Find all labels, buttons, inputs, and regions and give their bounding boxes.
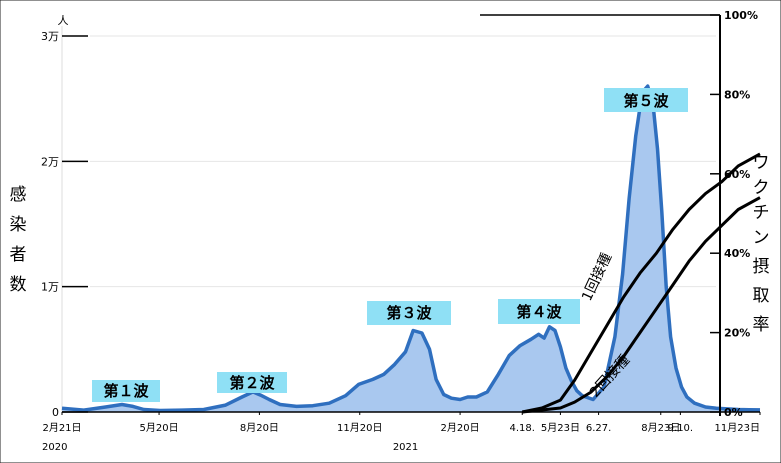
right-axis-label-char-1: ク [753, 178, 770, 198]
x-tick-label-9: 9.10. [668, 423, 693, 434]
vaccine-line-1 [522, 196, 761, 414]
wave-label-2-text: 第２波 [229, 374, 275, 392]
year-label-0: 2020 [42, 442, 67, 453]
left-axis-label-char-0: 感 [10, 185, 27, 205]
right-axis-label-char-0: ワ [753, 153, 770, 173]
right-axis-label-char-4: 摂 [753, 257, 770, 277]
x-tick-label-5: 4.18. [510, 423, 535, 434]
gridlines [61, 26, 716, 412]
right-axis-label-char-2: チ [753, 203, 770, 223]
right-tick-label-5: 100% [724, 9, 758, 22]
left-axis-label-char-3: 数 [10, 275, 27, 295]
right-axis-label-char-3: ン [753, 228, 770, 248]
cases-line [61, 84, 761, 413]
wave-label-5-text: 第５波 [623, 92, 669, 110]
left-tick-label-1: 1万 [41, 281, 59, 294]
cases-area [62, 86, 760, 412]
left-axis-label-char-1: 染 [10, 215, 27, 235]
left-axis-label-char-2: 者 [10, 245, 27, 265]
vaccine-lines-layer [521, 152, 761, 414]
wave-label-3: 第３波 [367, 301, 451, 325]
wave-label-4-text: 第４波 [516, 303, 562, 321]
vaccine-frame [480, 14, 721, 416]
x-tick-label-7: 6.27. [586, 423, 611, 434]
right-axis-label-char-5: 取 [753, 286, 770, 306]
vaccine-line-0 [521, 152, 761, 414]
x-tick-label-10: 11月23日 [715, 422, 760, 434]
wave-label-1: 第１波 [92, 380, 160, 402]
right-axis-label-char-6: 率 [753, 315, 770, 335]
wave-label-5: 第５波 [604, 88, 688, 112]
left-tick-label-2: 2万 [41, 155, 59, 168]
x-tick-label-4: 2月20日 [441, 422, 480, 434]
year-label-1: 2021 [393, 442, 418, 453]
x-tick-label-3: 11月20日 [337, 422, 382, 434]
x-tick-label-0: 2月21日 [42, 422, 81, 434]
left-tick-label-3: 3万 [41, 30, 59, 43]
wave-label-1-text: 第１波 [103, 382, 149, 400]
x-tick-label-6: 5月23日 [541, 422, 580, 434]
cases-area-layer [61, 84, 761, 413]
x-tick-label-1: 5月20日 [140, 422, 179, 434]
x-tick-label-2: 8月20日 [240, 422, 279, 434]
wave-label-2: 第２波 [217, 372, 287, 393]
right-tick-label-3: 60% [724, 168, 750, 181]
wave-label-4: 第４波 [498, 299, 580, 324]
x-tick-label-8: 8月23日 [641, 422, 680, 434]
right-tick-label-1: 20% [724, 327, 750, 340]
right-tick-label-4: 80% [724, 88, 750, 101]
right-tick-label-2: 40% [724, 247, 750, 260]
left-tick-label-0: 0 [52, 406, 59, 419]
wave-label-3-text: 第３波 [386, 304, 432, 322]
left-axis-unit: 人 [58, 14, 69, 27]
